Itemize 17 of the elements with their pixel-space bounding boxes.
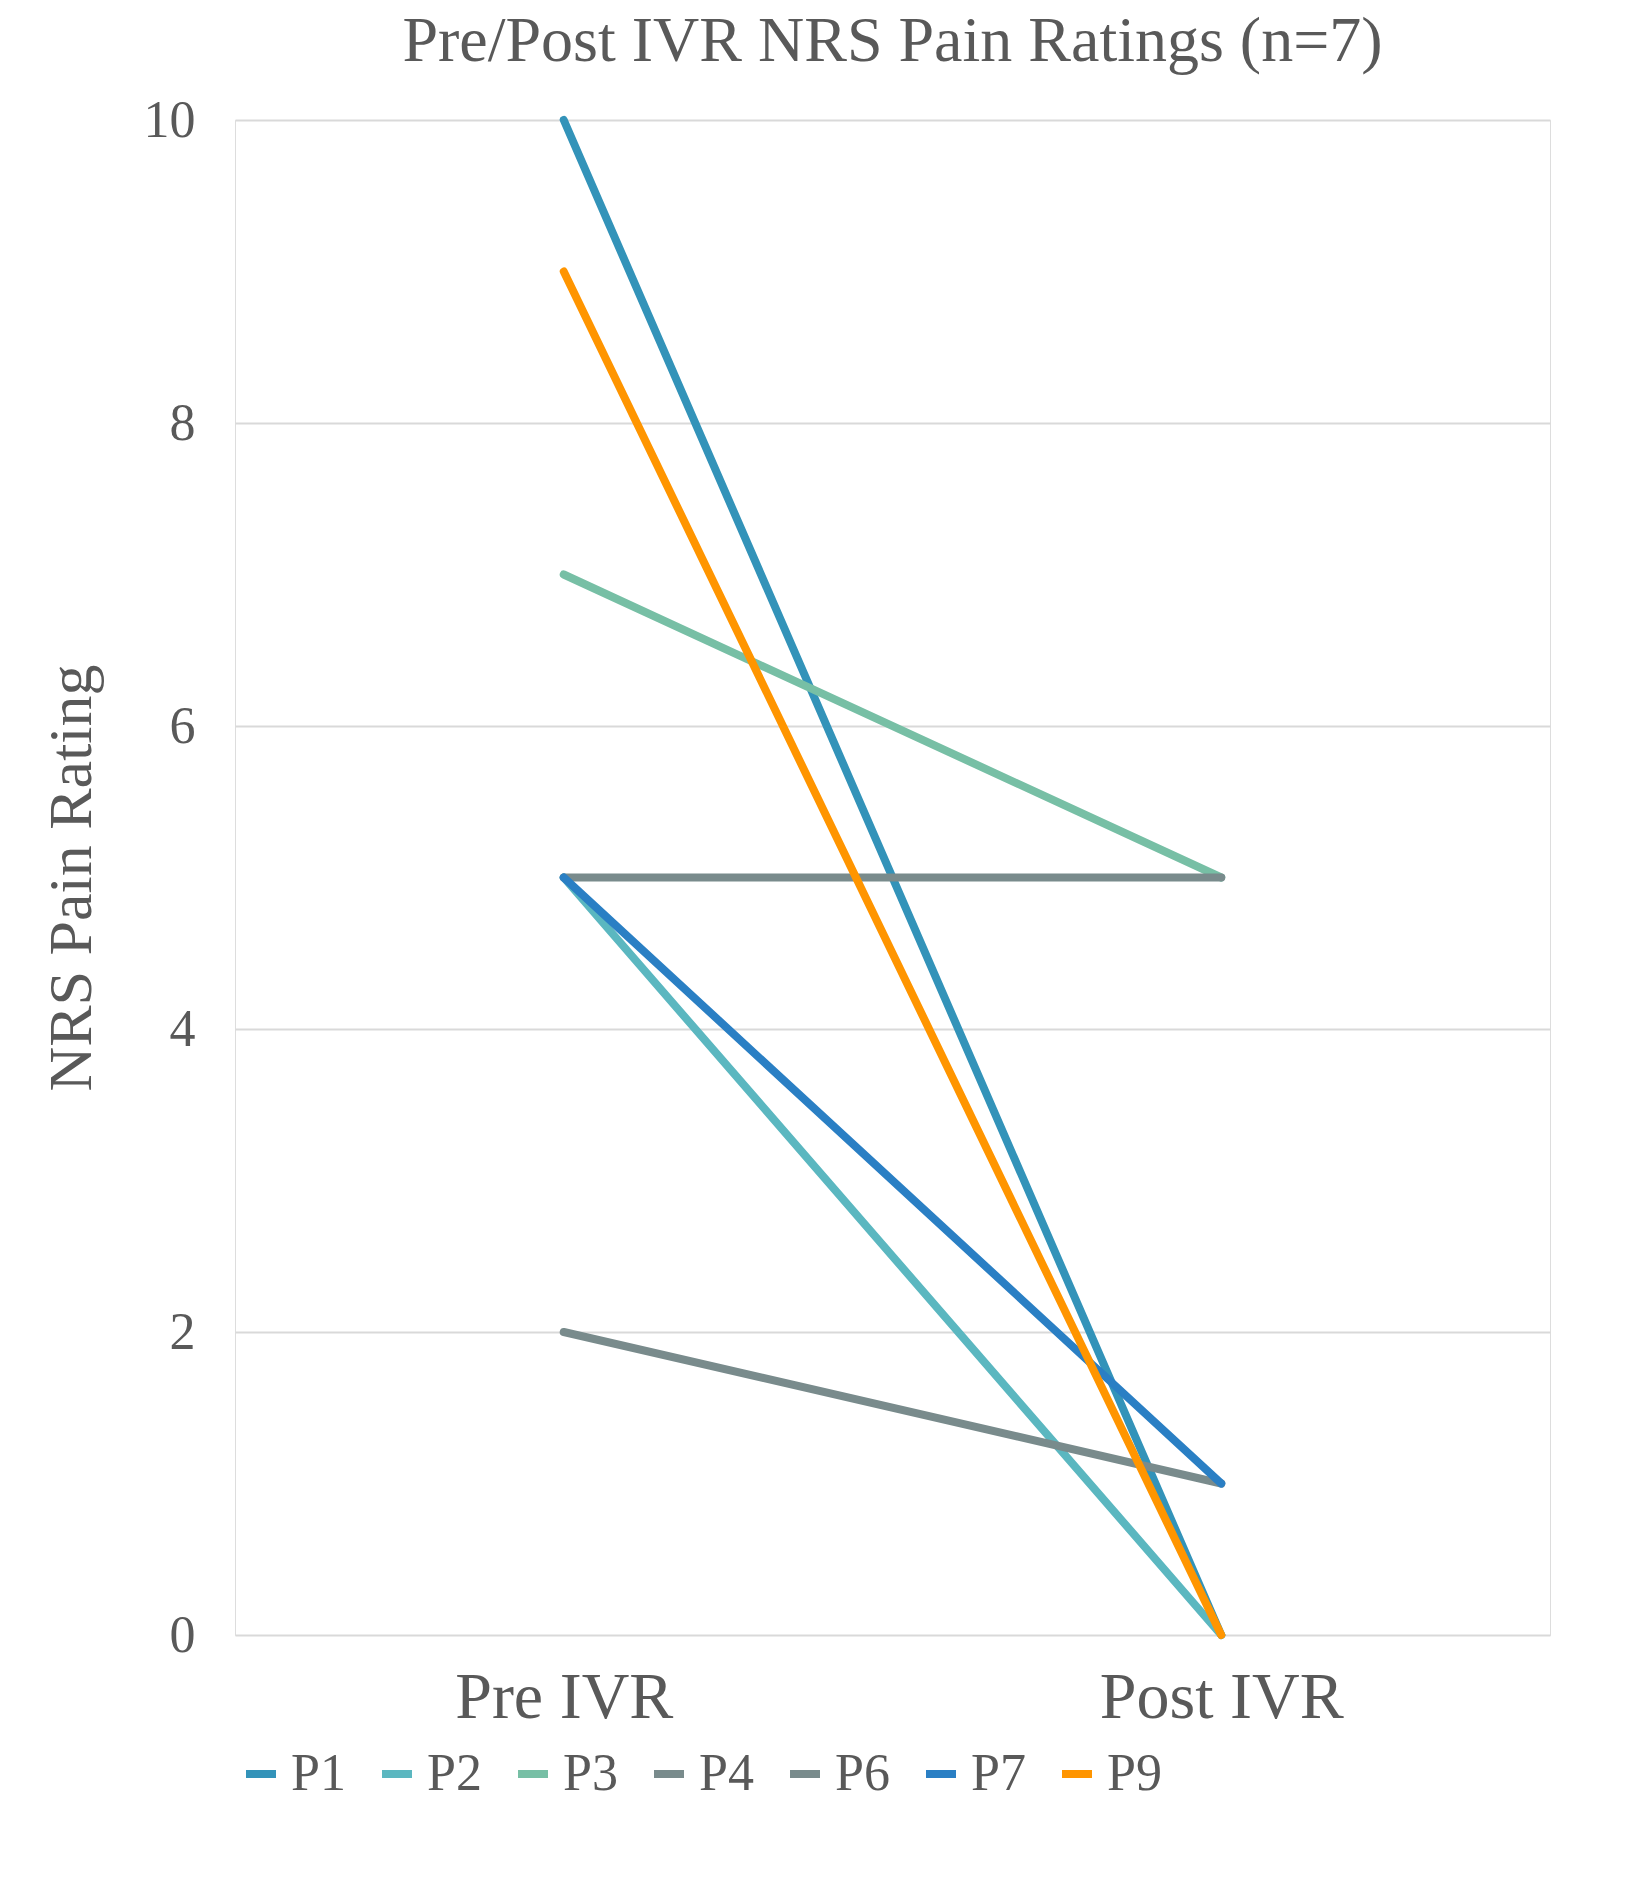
legend-label: P7 xyxy=(971,1744,1026,1801)
legend-label: P4 xyxy=(699,1744,754,1801)
legend-label: P6 xyxy=(835,1744,890,1801)
y-tick-label: 10 xyxy=(143,90,196,148)
y-tick-label: 8 xyxy=(169,393,196,451)
y-tick-label: 0 xyxy=(169,1605,196,1663)
chart-title: Pre/Post IVR NRS Pain Ratings (n=7) xyxy=(402,4,1383,75)
x-tick-label: Post IVR xyxy=(1099,1658,1344,1732)
y-tick-label: 6 xyxy=(169,696,196,754)
legend-label: P1 xyxy=(291,1744,346,1801)
x-tick-label: Pre IVR xyxy=(455,1658,674,1732)
y-axis-title: NRS Pain Rating xyxy=(35,664,104,1092)
legend-label: P3 xyxy=(563,1744,618,1801)
legend-label: P9 xyxy=(1107,1744,1162,1801)
y-tick-label: 4 xyxy=(169,999,196,1057)
y-tick-label: 2 xyxy=(169,1302,196,1360)
legend-label: P2 xyxy=(427,1744,482,1801)
